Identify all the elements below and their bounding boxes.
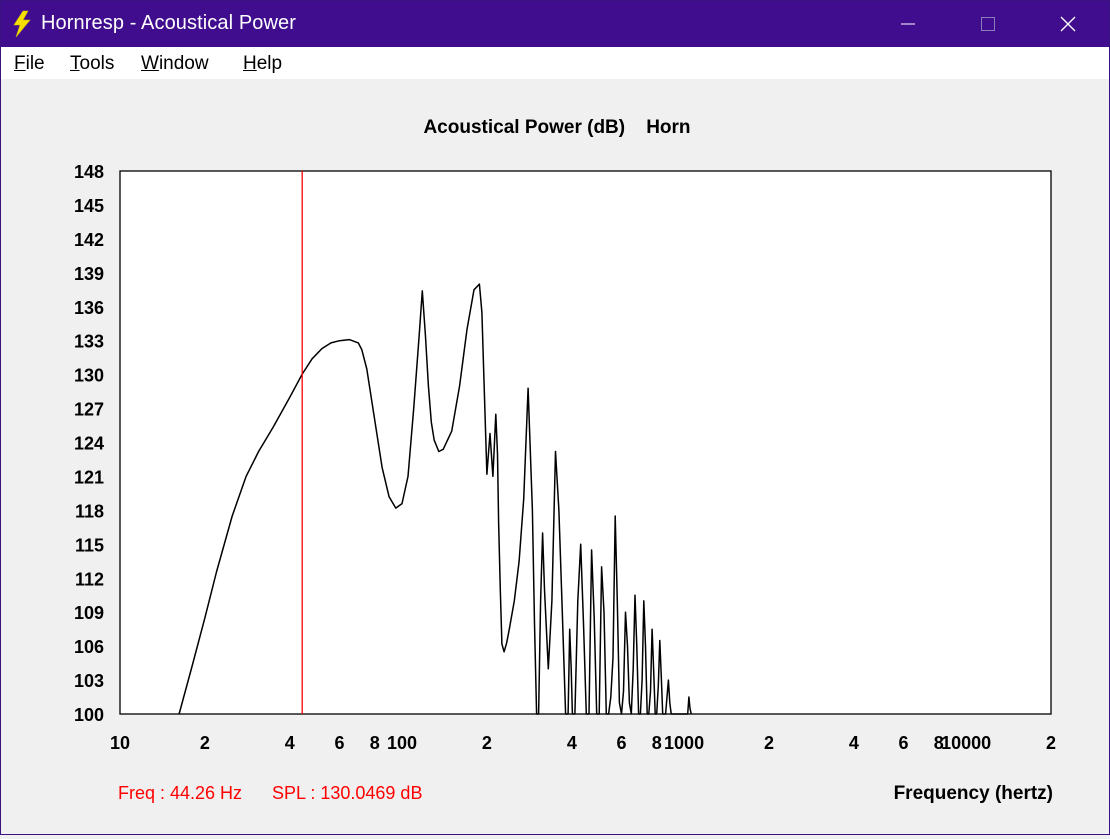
menu-bar: File Tools Window Help <box>1 47 1109 79</box>
menu-tools-rest: ools <box>79 53 115 74</box>
chart-area: 100 103 106 109 112 115 118 121 124 127 130 133 136 1… <box>1 79 1109 834</box>
x-tick-label: 6 <box>334 733 344 753</box>
x-tick-label: 2 <box>764 733 774 753</box>
lightning-bolt-icon <box>13 10 31 38</box>
menu-help[interactable]: Help <box>243 53 282 75</box>
menu-file[interactable]: File <box>14 53 45 75</box>
x-tick-label: 8 <box>934 733 944 753</box>
menu-window-rest: indow <box>158 53 209 74</box>
x-tick-label: 8 <box>652 733 662 753</box>
maximize-icon <box>981 17 995 31</box>
x-tick-label: 4 <box>567 733 577 753</box>
menu-tools-accel: T <box>70 53 80 74</box>
menu-file-accel: F <box>14 53 26 74</box>
title-bar[interactable]: Hornresp - Acoustical Power <box>1 1 1109 47</box>
maximize-button[interactable] <box>965 1 1011 47</box>
x-tick-label: 6 <box>616 733 626 753</box>
status-spl: SPL : 130.0469 dB <box>272 783 422 803</box>
y-tick-label: 103 <box>74 671 104 691</box>
y-tick-label: 100 <box>74 705 104 725</box>
y-tick-label: 118 <box>75 501 104 521</box>
x-tick-label: 2 <box>482 733 492 753</box>
y-tick-label: 112 <box>75 569 104 589</box>
menu-window-accel: W <box>141 53 159 74</box>
y-tick-label: 142 <box>74 230 104 250</box>
y-tick-label: 130 <box>74 366 104 386</box>
y-tick-label: 124 <box>74 434 104 454</box>
menu-help-accel: H <box>243 53 257 74</box>
y-tick-label: 148 <box>74 162 104 182</box>
window-title: Hornresp - Acoustical Power <box>41 12 297 34</box>
y-tick-label: 133 <box>74 332 104 352</box>
y-tick-label: 136 <box>74 298 104 318</box>
x-tick-label: 4 <box>849 733 859 753</box>
x-tick-label: 8 <box>370 733 380 753</box>
x-tick-label: 2 <box>1046 733 1056 753</box>
close-icon <box>1060 16 1076 32</box>
x-tick-label: 10000 <box>941 733 991 753</box>
y-tick-label: 109 <box>74 603 104 623</box>
acoustical-power-curve <box>178 283 692 715</box>
y-tick-label: 121 <box>74 467 104 487</box>
x-tick-label: 10 <box>110 733 130 753</box>
y-tick-label: 127 <box>74 400 104 420</box>
x-tick-label: 1000 <box>664 733 704 753</box>
x-tick-label: 2 <box>200 733 210 753</box>
menu-help-rest: elp <box>256 53 283 74</box>
menu-tools[interactable]: Tools <box>70 53 114 75</box>
menu-window[interactable]: Window <box>141 53 209 75</box>
status-frequency: Freq : 44.26 Hz <box>118 783 242 803</box>
x-tick-label: 4 <box>285 733 295 753</box>
y-tick-label: 115 <box>75 535 104 555</box>
menu-file-rest: ile <box>25 53 45 74</box>
plot-frame <box>119 170 1052 715</box>
x-axis-label: Frequency (hertz) <box>894 783 1053 804</box>
x-tick-label: 6 <box>899 733 909 753</box>
minimize-icon <box>901 23 915 25</box>
chart-title: Acoustical Power (dB) Horn <box>423 117 690 138</box>
x-tick-label: 100 <box>387 733 417 753</box>
y-tick-label: 145 <box>74 196 104 216</box>
y-tick-label: 139 <box>74 264 104 284</box>
y-tick-label: 106 <box>74 637 104 657</box>
acoustical-power-chart[interactable]: 1001031061091121151181211241271301331361… <box>1 79 1109 834</box>
close-button[interactable] <box>1045 1 1091 47</box>
minimize-button[interactable] <box>885 1 931 47</box>
